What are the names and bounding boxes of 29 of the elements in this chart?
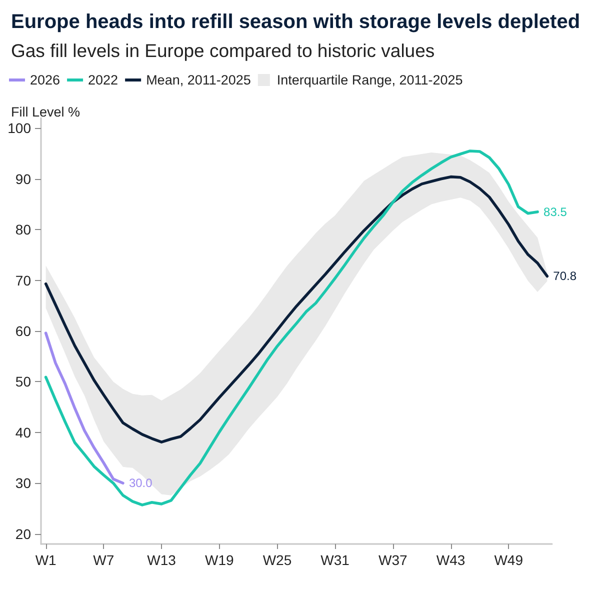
legend-label: Interquartile Range, 2011-2025 (276, 72, 463, 88)
legend-label: Mean, 2011-2025 (146, 72, 251, 88)
y-tick-label: 70 (15, 272, 32, 288)
x-tick-label: W43 (436, 552, 466, 568)
x-tick-label: W19 (204, 552, 234, 568)
y-tick-label: 60 (15, 323, 32, 339)
x-tick-label: W25 (262, 552, 292, 568)
data-label: 83.5 (544, 204, 568, 219)
chart-title: Europe heads into refill season with storage levels depleted (11, 11, 580, 33)
x-tick-label: W31 (320, 552, 350, 568)
chart-subtitle: Gas fill levels in Europe compared to historic values (11, 40, 435, 61)
y-tick-label: 50 (15, 374, 32, 390)
line-series (44, 332, 124, 485)
legend-label: 2026 (30, 72, 60, 88)
y-tick-label: 40 (15, 424, 32, 440)
y-tick-label: 100 (8, 120, 32, 136)
data-label: 70.8 (553, 269, 577, 284)
legend-label: 2022 (88, 72, 118, 88)
x-tick-label: W13 (147, 552, 176, 568)
y-tick-label: 30 (15, 475, 32, 492)
x-tick-label: W37 (378, 552, 408, 568)
y-axis-title: Fill Level % (11, 104, 80, 120)
x-tick-label: W1 (35, 552, 57, 568)
y-tick-label: 20 (15, 526, 32, 542)
x-tick-label: W7 (93, 552, 114, 568)
x-tick-label: W49 (494, 552, 524, 568)
y-tick-label: 90 (15, 170, 32, 187)
y-tick-label: 80 (15, 222, 32, 238)
data-label: 30.0 (128, 476, 153, 490)
